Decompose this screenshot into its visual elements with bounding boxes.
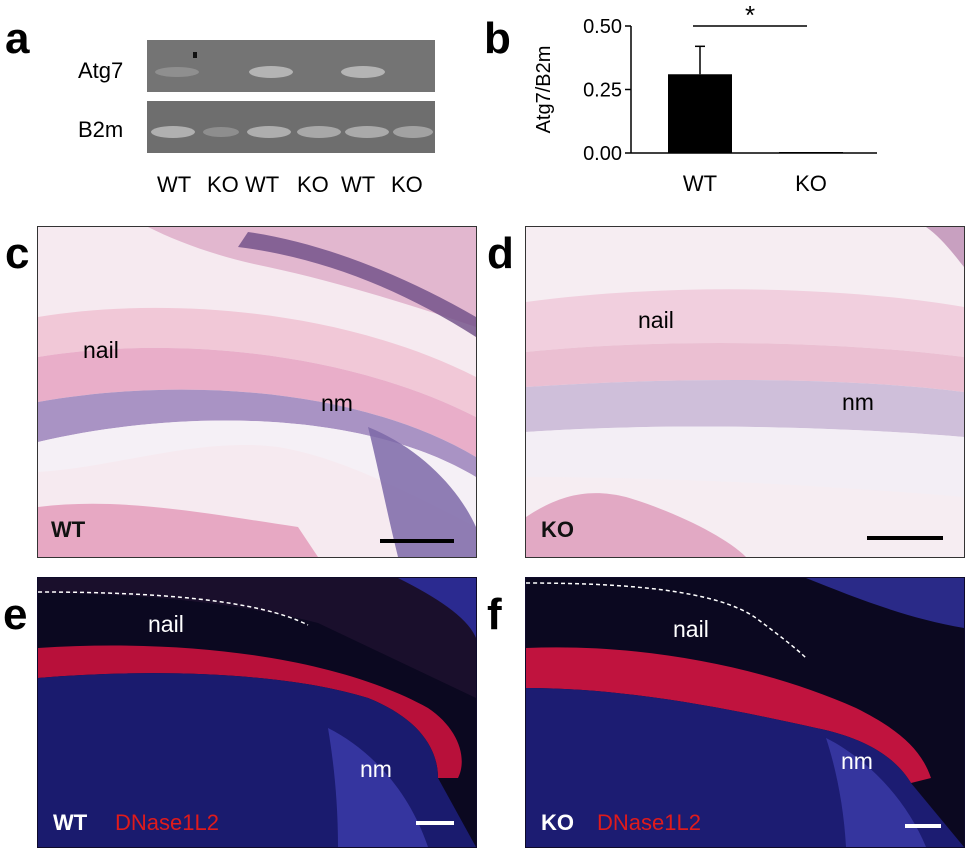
label-nm-c: nm [321,390,353,416]
stain-label-f: DNase1L2 [597,810,701,835]
lane-label-4: KO [297,172,329,197]
panel-letter-b: b [484,14,511,63]
micrograph-he-wt: nail nm WT [37,226,477,558]
he-tissue-ko [526,227,964,557]
lane-label-6: KO [391,172,423,197]
gel-bands-b2m [151,126,433,138]
gel-row-label-b2m: B2m [78,117,124,142]
lane-label-2: KO [207,172,239,197]
label-nail-e: nail [148,611,184,637]
gel-image-b2m [147,101,435,153]
significance-star: * [745,0,755,30]
if-tissue-ko [526,578,964,847]
x-tick-label-wt: WT [683,171,717,196]
gel-image-atg7 [147,40,435,92]
x-tick-label-ko: KO [795,171,827,196]
scale-bar-c [380,539,454,543]
stain-label-e: DNase1L2 [115,810,219,835]
lane-label-3: WT [245,172,280,197]
he-tissue-wt [38,227,476,557]
label-nail-d: nail [638,307,674,333]
label-nail-f: nail [673,616,709,642]
genotype-label-d: KO [541,517,574,542]
label-nm-e: nm [360,756,392,782]
scale-bar-f [905,824,941,828]
label-nm-d: nm [842,389,874,415]
micrograph-he-ko: nail nm KO [525,226,965,558]
y-tick-label-2: 0.50 [583,16,622,38]
gel-bands-atg7 [155,52,385,78]
bar-ko [779,152,843,153]
label-nm-f: nm [841,748,873,774]
lane-label-1: WT [157,172,192,197]
scale-bar-d [867,536,943,540]
micrograph-if-wt: nail nm WT DNase1L2 [37,577,477,848]
gel-row-label-atg7: Atg7 [78,58,124,83]
if-tissue-wt [38,578,476,847]
y-tick-label-0: 0.00 [583,143,622,165]
panel-letter-e: e [3,590,28,639]
genotype-label-c: WT [51,517,86,542]
genotype-label-f: KO [541,810,574,835]
bar-wt [668,74,732,153]
panel-letter-d: d [487,229,514,278]
y-axis-label: Atg7/B2m [533,46,555,134]
bar-chart-atg7-b2m: 0.00 0.25 0.50 Atg7/B2m WT KO * [533,0,877,196]
label-nail-c: nail [83,337,119,363]
lane-label-5: WT [341,172,376,197]
genotype-label-e: WT [53,810,88,835]
panel-letter-c: c [5,229,30,278]
y-tick-label-1: 0.25 [583,80,622,102]
micrograph-if-ko: nail nm KO DNase1L2 [525,577,965,848]
scale-bar-e [416,821,454,825]
panel-letter-f: f [487,590,502,639]
panel-letter-a: a [5,14,30,63]
